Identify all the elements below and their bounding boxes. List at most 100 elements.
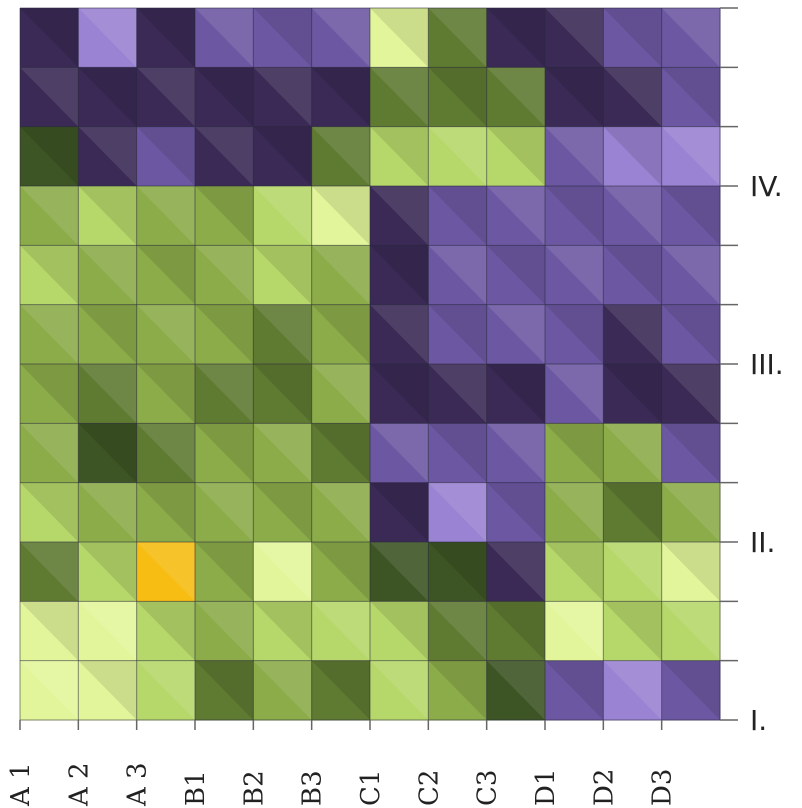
cell-shading xyxy=(428,482,487,542)
heatmap-cell xyxy=(20,67,79,128)
heatmap-cell xyxy=(545,423,604,484)
cell-shading xyxy=(20,245,79,305)
x-tick-label: B2 xyxy=(239,770,269,806)
heatmap-cell xyxy=(78,660,138,721)
cell-shading xyxy=(486,67,545,127)
cell-shading xyxy=(428,126,487,186)
cell-shading xyxy=(370,304,429,364)
heatmap-cell xyxy=(603,126,663,187)
cell-shading xyxy=(78,364,137,424)
cell-shading xyxy=(603,482,662,542)
heatmap-cell xyxy=(195,423,254,484)
heatmap-cell xyxy=(311,8,371,68)
heatmap-cell xyxy=(253,186,313,246)
heatmap-cell xyxy=(428,67,488,128)
heatmap-cell xyxy=(661,8,721,68)
cell-shading xyxy=(603,364,662,424)
cell-shading xyxy=(195,542,254,602)
cell-shading xyxy=(253,423,312,483)
cell-shading xyxy=(78,482,137,542)
heatmap-cell xyxy=(253,423,313,484)
heatmap-cell xyxy=(486,186,546,246)
heatmap-cell xyxy=(545,482,604,543)
cell-shading xyxy=(78,67,137,127)
cell-shading xyxy=(370,8,429,68)
cell-shading xyxy=(603,186,662,246)
heatmap-cell xyxy=(136,245,196,306)
heatmap-cell xyxy=(603,304,663,365)
cell-shading xyxy=(311,8,370,68)
heatmap-cell xyxy=(661,67,721,128)
cell-shading xyxy=(545,601,604,661)
heatmap-cell xyxy=(311,364,371,424)
cell-shading xyxy=(661,304,720,364)
cell-shading xyxy=(661,660,720,720)
heatmap-cell xyxy=(603,8,663,68)
x-tick-label: B1 xyxy=(181,770,211,806)
cell-shading xyxy=(78,542,137,602)
cell-shading xyxy=(486,126,545,186)
heatmap-cell xyxy=(311,423,371,484)
cell-shading xyxy=(20,8,79,68)
heatmap-cell xyxy=(603,542,663,602)
cell-shading xyxy=(136,482,195,542)
cell-shading xyxy=(253,304,312,364)
heatmap-cell xyxy=(195,186,254,246)
cell-shading xyxy=(661,601,720,661)
cell-shading xyxy=(311,126,370,186)
cell-shading xyxy=(428,67,487,127)
x-tick-label: A 1 xyxy=(6,762,36,807)
cell-shading xyxy=(136,304,195,364)
cell-shading xyxy=(195,660,254,720)
heatmap-cell xyxy=(486,245,546,306)
cell-shading xyxy=(545,482,604,542)
cell-shading xyxy=(195,304,254,364)
heatmap-cell xyxy=(20,126,79,187)
heatmap-cell xyxy=(603,660,663,721)
heatmap-cell xyxy=(661,126,721,187)
heatmap-cell xyxy=(370,8,429,68)
heatmap-cell xyxy=(545,542,604,602)
heatmap-cell xyxy=(78,542,138,602)
cell-shading xyxy=(370,482,429,542)
cell-shading xyxy=(428,660,487,720)
heatmap-cell xyxy=(370,423,429,484)
cell-shading xyxy=(136,186,195,246)
cell-shading xyxy=(486,482,545,542)
cell-shading xyxy=(20,67,79,127)
heatmap-cell xyxy=(195,601,254,662)
cell-shading xyxy=(136,245,195,305)
cell-shading xyxy=(195,245,254,305)
heatmap-cell xyxy=(311,67,371,128)
heatmap-cell xyxy=(545,660,604,721)
heatmap-cell xyxy=(545,364,604,424)
heatmap-cell xyxy=(78,245,138,306)
cell-shading xyxy=(195,8,254,68)
cell-shading xyxy=(370,245,429,305)
heatmap-cell xyxy=(253,8,313,68)
heatmap-cell xyxy=(370,304,429,365)
cell-shading xyxy=(486,364,545,424)
cell-shading xyxy=(20,660,79,720)
cell-shading xyxy=(428,8,487,68)
heatmap-cell xyxy=(253,660,313,721)
heatmap-cell xyxy=(603,423,663,484)
heatmap-cell xyxy=(486,660,546,721)
heatmap-cell xyxy=(195,660,254,721)
heatmap-cell xyxy=(603,601,663,662)
heatmap-cell xyxy=(428,8,488,68)
cell-shading xyxy=(603,67,662,127)
heatmap-cell xyxy=(486,601,546,662)
heatmap-cell xyxy=(370,482,429,543)
heatmap-cell xyxy=(370,601,429,662)
cell-shading xyxy=(428,423,487,483)
x-tick-label: D2 xyxy=(589,769,619,806)
heatmap-cell xyxy=(253,482,313,543)
heatmap-cell xyxy=(370,186,429,246)
heatmap-cell xyxy=(195,482,254,543)
heatmap-cell xyxy=(545,67,604,128)
cell-shading xyxy=(20,364,79,424)
cell-shading xyxy=(253,126,312,186)
heatmap-cell xyxy=(136,126,196,187)
